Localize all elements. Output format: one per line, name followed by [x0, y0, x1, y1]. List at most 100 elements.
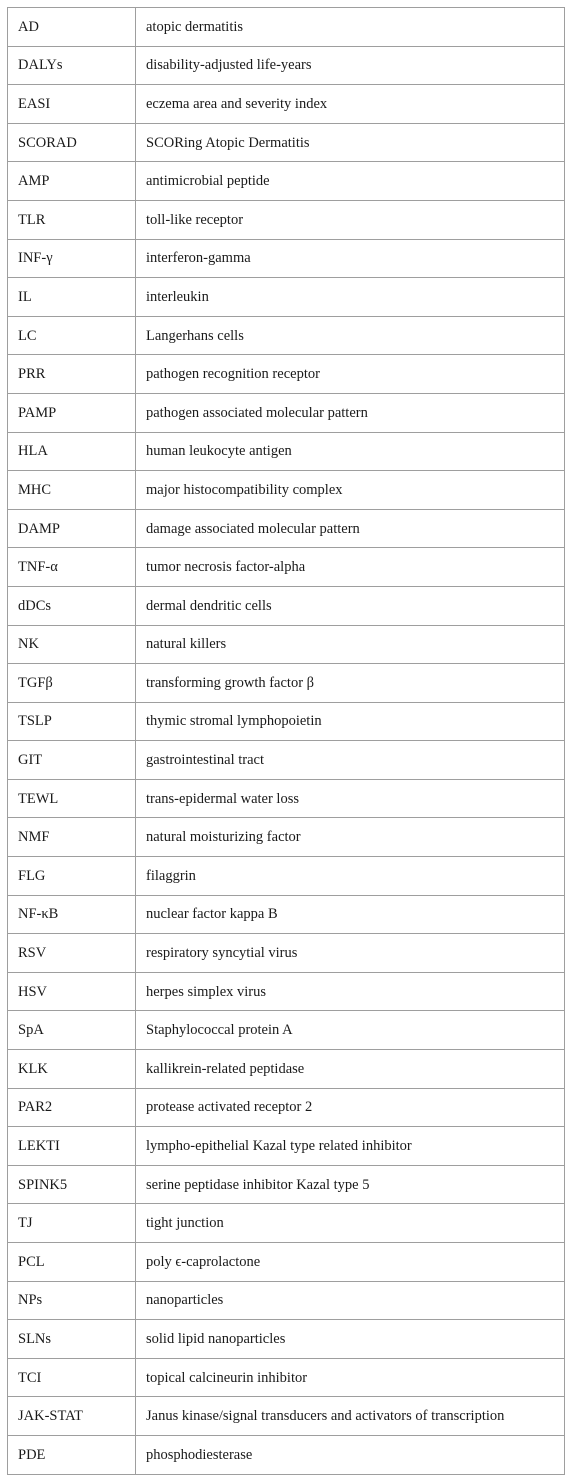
definition-cell: filaggrin — [135, 856, 565, 896]
definition-cell: natural moisturizing factor — [135, 817, 565, 858]
definition-cell: poly ϵ-caprolactone — [135, 1242, 565, 1282]
abbreviation-cell: NMF — [7, 817, 136, 858]
definition-cell: damage associated molecular pattern — [135, 508, 565, 549]
table-row: TEWL trans-epidermal water loss — [7, 778, 565, 819]
abbreviation-cell: FLG — [7, 856, 136, 896]
abbreviation-cell: HLA — [7, 431, 136, 472]
abbreviation-cell: NF-κB — [7, 894, 136, 935]
definition-cell: tight junction — [135, 1203, 565, 1243]
abbreviations-table-container: AD atopic dermatitis DALYs disability-adjus… — [7, 7, 565, 1475]
definition-cell: transforming growth factor β — [135, 663, 565, 703]
table-row: PAMP pathogen associated molecular patter… — [7, 392, 565, 433]
table-row: KLK kallikrein-related peptidase — [7, 1049, 565, 1089]
definition-cell: respiratory syncytial virus — [135, 933, 565, 973]
table-row: RSV respiratory syncytial virus — [7, 933, 565, 973]
table-row: GIT gastrointestinal tract — [7, 740, 565, 780]
definition-cell: pathogen associated molecular pattern — [135, 392, 565, 433]
table-row: PCL poly ϵ-caprolactone — [7, 1242, 565, 1282]
definition-cell: serine peptidase inhibitor Kazal type 5 — [135, 1164, 565, 1205]
definition-cell: thymic stromal lymphopoietin — [135, 701, 565, 742]
table-row: AMP antimicrobial peptide — [7, 161, 565, 201]
table-row: HSV herpes simplex virus — [7, 971, 565, 1012]
table-row: SCORAD SCORing Atopic Dermatitis — [7, 122, 565, 163]
definition-cell: dermal dendritic cells — [135, 585, 565, 626]
definition-cell: interferon-gamma — [135, 238, 565, 279]
table-row: AD atopic dermatitis — [7, 7, 565, 47]
definition-cell: nuclear factor kappa B — [135, 894, 565, 935]
abbreviations-table-body: AD atopic dermatitis DALYs disability-adjus… — [7, 7, 565, 1475]
table-row: IL interleukin — [7, 277, 565, 317]
abbreviation-cell: SCORAD — [7, 122, 136, 163]
table-row: SLNs solid lipid nanoparticles — [7, 1319, 565, 1359]
definition-cell: kallikrein-related peptidase — [135, 1049, 565, 1089]
definition-cell: human leukocyte antigen — [135, 431, 565, 472]
abbreviation-cell: NK — [7, 624, 136, 665]
abbreviation-cell: INF-γ — [7, 238, 136, 279]
abbreviation-cell: DALYs — [7, 45, 136, 86]
definition-cell: solid lipid nanoparticles — [135, 1319, 565, 1359]
definition-cell: Staphylococcal protein A — [135, 1010, 565, 1051]
definition-cell: atopic dermatitis — [135, 7, 565, 47]
abbreviation-cell: NPs — [7, 1280, 136, 1321]
definition-cell: interleukin — [135, 277, 565, 317]
abbreviation-cell: TEWL — [7, 778, 136, 819]
definition-cell: phosphodiesterase — [135, 1434, 565, 1475]
abbreviation-cell: DAMP — [7, 508, 136, 549]
table-row: LC Langerhans cells — [7, 315, 565, 356]
table-row: NMF natural moisturizing factor — [7, 817, 565, 858]
definition-cell: lympho-epithelial Kazal type related inh… — [135, 1126, 565, 1166]
abbreviation-cell: TNF-α — [7, 547, 136, 587]
table-row: NF-κB nuclear factor kappa B — [7, 894, 565, 935]
abbreviation-cell: SPINK5 — [7, 1164, 136, 1205]
abbreviation-cell: dDCs — [7, 585, 136, 626]
abbreviation-cell: PDE — [7, 1434, 136, 1475]
table-row: DAMP damage associated molecular pattern — [7, 508, 565, 549]
abbreviation-cell: SpA — [7, 1010, 136, 1051]
abbreviation-cell: MHC — [7, 470, 136, 510]
definition-cell: herpes simplex virus — [135, 971, 565, 1012]
abbreviation-cell: JAK-STAT — [7, 1396, 136, 1436]
table-row: FLG filaggrin — [7, 856, 565, 896]
table-row: HLA human leukocyte antigen — [7, 431, 565, 472]
abbreviation-cell: KLK — [7, 1049, 136, 1089]
table-row: DALYs disability-adjusted life-years — [7, 45, 565, 86]
definition-cell: nanoparticles — [135, 1280, 565, 1321]
definition-cell: Janus kinase/signal transducers and acti… — [135, 1396, 565, 1436]
table-row: NK natural killers — [7, 624, 565, 665]
table-row: SPINK5 serine peptidase inhibitor Kazal t… — [7, 1164, 565, 1205]
table-row: INF-γ interferon-gamma — [7, 238, 565, 279]
table-row: PRR pathogen recognition receptor — [7, 354, 565, 394]
table-row: dDCs dermal dendritic cells — [7, 585, 565, 626]
definition-cell: tumor necrosis factor-alpha — [135, 547, 565, 587]
definition-cell: SCORing Atopic Dermatitis — [135, 122, 565, 163]
table-row: EASI eczema area and severity index — [7, 84, 565, 124]
abbreviations-table: AD atopic dermatitis DALYs disability-adjus… — [7, 7, 565, 1475]
abbreviation-cell: IL — [7, 277, 136, 317]
table-row: TNF-α tumor necrosis factor-alpha — [7, 547, 565, 587]
definition-cell: Langerhans cells — [135, 315, 565, 356]
abbreviation-cell: LC — [7, 315, 136, 356]
table-row: LEKTI lympho-epithelial Kazal type relate… — [7, 1126, 565, 1166]
table-row: TCI topical calcineurin inhibitor — [7, 1357, 565, 1398]
abbreviation-cell: HSV — [7, 971, 136, 1012]
abbreviation-cell: GIT — [7, 740, 136, 780]
table-row: TJ tight junction — [7, 1203, 565, 1243]
definition-cell: major histocompatibility complex — [135, 470, 565, 510]
abbreviation-cell: TLR — [7, 199, 136, 240]
definition-cell: trans-epidermal water loss — [135, 778, 565, 819]
definition-cell: protease activated receptor 2 — [135, 1087, 565, 1128]
abbreviation-cell: PAMP — [7, 392, 136, 433]
table-row: PAR2 protease activated receptor 2 — [7, 1087, 565, 1128]
definition-cell: disability-adjusted life-years — [135, 45, 565, 86]
definition-cell: natural killers — [135, 624, 565, 665]
table-row: NPs nanoparticles — [7, 1280, 565, 1321]
abbreviation-cell: RSV — [7, 933, 136, 973]
abbreviation-cell: TJ — [7, 1203, 136, 1243]
table-row: TSLP thymic stromal lymphopoietin — [7, 701, 565, 742]
abbreviation-cell: SLNs — [7, 1319, 136, 1359]
definition-cell: toll-like receptor — [135, 199, 565, 240]
abbreviation-cell: TSLP — [7, 701, 136, 742]
abbreviation-cell: AMP — [7, 161, 136, 201]
definition-cell: gastrointestinal tract — [135, 740, 565, 780]
table-row: SpA Staphylococcal protein A — [7, 1010, 565, 1051]
